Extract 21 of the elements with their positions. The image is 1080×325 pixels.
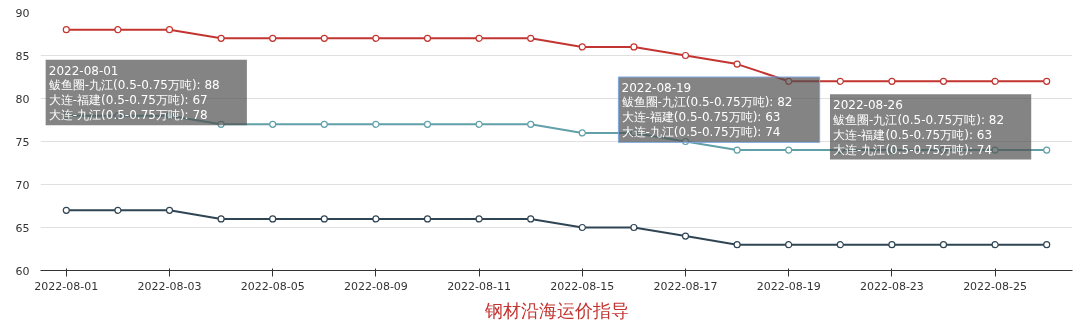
x-tick-label: 2022-08-19 [756, 279, 821, 293]
annotation: 2022-08-19 鲅鱼圈-九江(0.5-0.75万吨): 82 大连-福建(0.5-0.75万吨): 63 大连-九江(0.5-0.75万吨): 74 [621, 80, 793, 140]
annotation: 2022-08-01 鲅鱼圈-九江(0.5-0.75万吨): 88 大连-福建(0.5-0.75万吨): 67 大连-九江(0.5-0.75万吨): 78 [48, 63, 220, 123]
y-tick-label: 85 [15, 49, 30, 63]
x-tick-label: 2022-08-03 [137, 279, 202, 293]
x-tick-label: 2022-08-15 [550, 279, 615, 293]
annotation: 2022-08-26 鲅鱼圈-九江(0.5-0.75万吨): 82 大连-福建(0.5-0.75万吨): 63 大连-九江(0.5-0.75万吨): 74 [833, 98, 1005, 157]
x-tick-label: 2022-08-01 [34, 279, 99, 293]
y-tick-label: 65 [15, 221, 30, 235]
y-tick-label: 80 [15, 92, 30, 106]
x-tick-label: 2022-08-23 [859, 279, 924, 293]
x-tick-label: 2022-08-09 [343, 279, 408, 293]
text: 钢材沿海运价指导 [483, 299, 629, 321]
x-tick-label: 2022-08-25 [963, 279, 1028, 293]
y-tick-label: 70 [15, 178, 30, 192]
y-tick-label: 90 [15, 6, 30, 20]
y-tick-label: 60 [15, 264, 30, 278]
y-tick-label: 75 [15, 135, 30, 149]
x-tick-label: 2022-08-11 [447, 279, 512, 293]
x-tick-label: 2022-08-05 [240, 279, 305, 293]
x-tick-label: 2022-08-17 [653, 279, 718, 293]
